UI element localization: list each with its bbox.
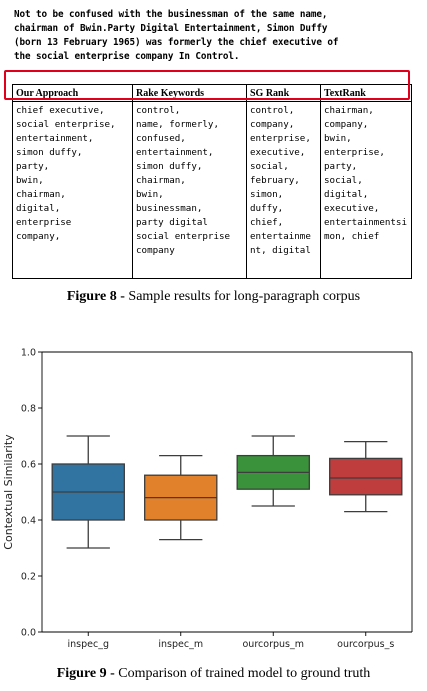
keyword-entry: company bbox=[136, 245, 175, 256]
cell-our-approach: chief executive, social enterprise, entert… bbox=[12, 101, 133, 279]
table-header-row: Our Approach Rake Keywords SG Rank TextR… bbox=[12, 84, 412, 102]
header-rake-keywords: Rake Keywords bbox=[132, 84, 247, 102]
x-tick-label: inspec_m bbox=[158, 639, 203, 650]
figure-9-caption: Figure 9 - Comparison of trained model t… bbox=[0, 666, 427, 682]
keyword-entry: confused, bbox=[136, 133, 186, 144]
keyword-entry: chief, bbox=[250, 217, 284, 228]
keyword-entry: chairman, bbox=[136, 175, 186, 186]
keyword-entry: company, bbox=[16, 231, 61, 242]
keyword-entry: social, bbox=[324, 175, 363, 186]
keyword-entry: entertainment, bbox=[16, 133, 94, 144]
header-highlight-box bbox=[4, 70, 410, 100]
keyword-entry: chairman, bbox=[324, 105, 374, 116]
box-plot-chart: 0.0 0.2 0.4 0.6 0.8 1.0 Contextual Similarity i… bbox=[2, 348, 413, 650]
keyword-entry: february, bbox=[250, 175, 300, 186]
keyword-entry: enterprise, bbox=[324, 147, 385, 158]
keyword-entry: entertainmentsi bbox=[324, 217, 407, 228]
y-tick-label: 0.4 bbox=[21, 516, 36, 527]
cell-rake-keywords: control, name, formerly, confused, entertai… bbox=[132, 101, 247, 279]
keyword-entry: party, bbox=[324, 161, 358, 172]
figure-8-caption: Figure 8 - Sample results for long-parag… bbox=[0, 289, 427, 305]
figure-9-label: Figure 9 - bbox=[56, 666, 115, 681]
keyword-entry: enterprise, bbox=[250, 133, 311, 144]
cell-textrank: chairman, company, bwin, enterprise, party, s… bbox=[320, 101, 412, 279]
x-tick-label: inspec_g bbox=[68, 639, 110, 650]
keyword-entry: social enterprise, bbox=[16, 119, 116, 130]
keyword-entry: social enterprise bbox=[136, 231, 231, 242]
keyword-entry: executive, bbox=[250, 147, 306, 158]
intro-line: (born 13 February 1965) was formerly the… bbox=[14, 37, 339, 48]
cell-sg-rank: control, company, enterprise, executive, soc… bbox=[246, 101, 321, 279]
keyword-entry: entertainme bbox=[250, 231, 311, 242]
keyword-entry: chief executive, bbox=[16, 105, 105, 116]
intro-line: Not to be confused with the businessman … bbox=[14, 9, 328, 20]
keyword-entry: social, bbox=[250, 161, 289, 172]
keyword-entry: duffy, bbox=[250, 203, 284, 214]
y-tick-label: 1.0 bbox=[21, 348, 36, 359]
keyword-entry: bwin, bbox=[136, 189, 164, 200]
keyword-entry: businessman, bbox=[136, 203, 203, 214]
keyword-entry: control, bbox=[136, 105, 181, 116]
figure-8-label: Figure 8 - bbox=[66, 289, 125, 304]
intro-line: chairman of Bwin.Party Digital Entertain… bbox=[14, 23, 328, 34]
y-axis-label: Contextual Similarity bbox=[2, 434, 15, 550]
keyword-entry: chairman, bbox=[16, 189, 66, 200]
figure-9-text: Comparison of trained model to ground tr… bbox=[114, 666, 371, 681]
figure-8-text: Sample results for long-paragraph corpus bbox=[124, 289, 361, 304]
x-tick-label: ourcorpus_m bbox=[243, 639, 304, 650]
keyword-entry: digital, bbox=[16, 203, 61, 214]
box-ourcorpus_s bbox=[329, 457, 403, 496]
keyword-entry: bwin, bbox=[324, 133, 352, 144]
intro-line: the social enterprise company In Control… bbox=[14, 51, 240, 62]
keyword-entry: control, bbox=[250, 105, 295, 116]
keyword-entry: simon duffy, bbox=[136, 161, 203, 172]
keyword-entry: name, formerly, bbox=[136, 119, 219, 130]
keyword-entry: executive, bbox=[324, 203, 380, 214]
keyword-entry: digital, bbox=[324, 189, 369, 200]
intro-paragraph: Not to be confused with the businessman … bbox=[14, 8, 419, 64]
keyword-entry: simon duffy, bbox=[16, 147, 83, 158]
table-row: chief executive, social enterprise, entert… bbox=[12, 101, 412, 279]
y-tick-label: 0.6 bbox=[21, 460, 36, 471]
keyword-entry: mon, chief bbox=[324, 231, 380, 242]
keyword-entry: party digital bbox=[136, 217, 208, 228]
keyword-entry: nt, digital bbox=[250, 245, 311, 256]
keyword-entry: bwin, bbox=[16, 175, 44, 186]
header-sg-rank: SG Rank bbox=[246, 84, 321, 102]
y-tick-label: 0.2 bbox=[21, 572, 36, 583]
keyword-entry: enterprise bbox=[16, 217, 72, 228]
keyword-results-table: Our Approach Rake Keywords SG Rank TextR… bbox=[12, 84, 412, 279]
keyword-entry: party, bbox=[16, 161, 50, 172]
header-our-approach: Our Approach bbox=[12, 84, 133, 102]
keyword-entry: company, bbox=[250, 119, 295, 130]
x-tick-label: ourcorpus_s bbox=[337, 639, 394, 650]
keyword-entry: entertainment, bbox=[136, 147, 214, 158]
y-tick-label: 0.0 bbox=[21, 628, 36, 639]
keyword-entry: company, bbox=[324, 119, 369, 130]
header-textrank: TextRank bbox=[320, 84, 412, 102]
keyword-entry: simon, bbox=[250, 189, 284, 200]
y-tick-label: 0.8 bbox=[21, 404, 36, 415]
